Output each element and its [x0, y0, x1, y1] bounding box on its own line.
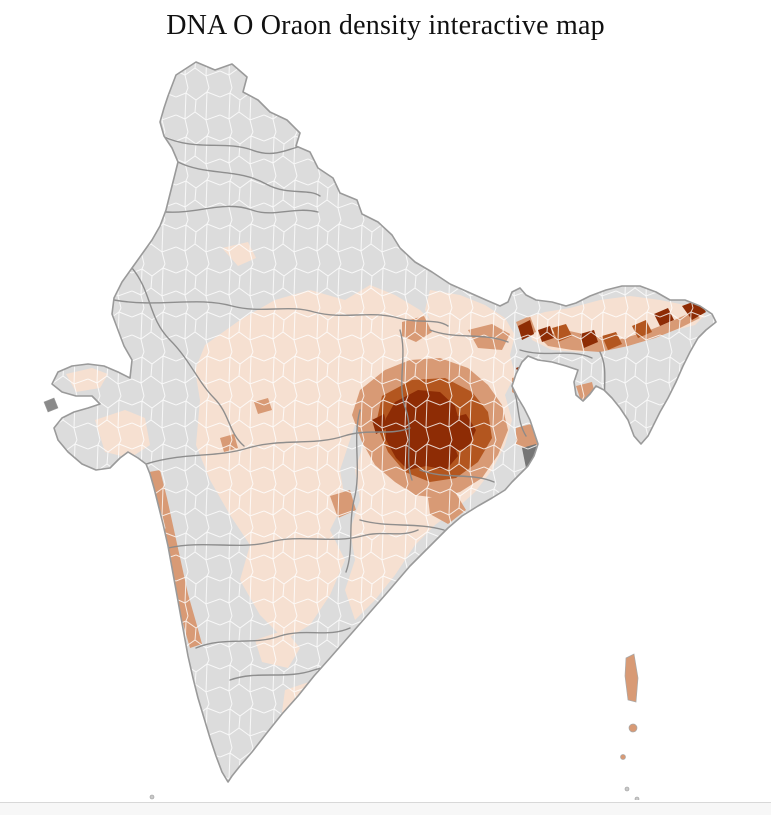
- island-region[interactable]: [628, 723, 638, 733]
- minor-islands: [43, 397, 640, 800]
- page-title: DNA O Oraon density interactive map: [166, 10, 605, 41]
- state-borders: [113, 135, 609, 681]
- island-region[interactable]: [624, 653, 639, 703]
- country-outline: [51, 61, 717, 783]
- andaman-islands[interactable]: [620, 653, 639, 760]
- bottom-scroll-strip[interactable]: [0, 802, 771, 815]
- island-region[interactable]: [620, 754, 626, 760]
